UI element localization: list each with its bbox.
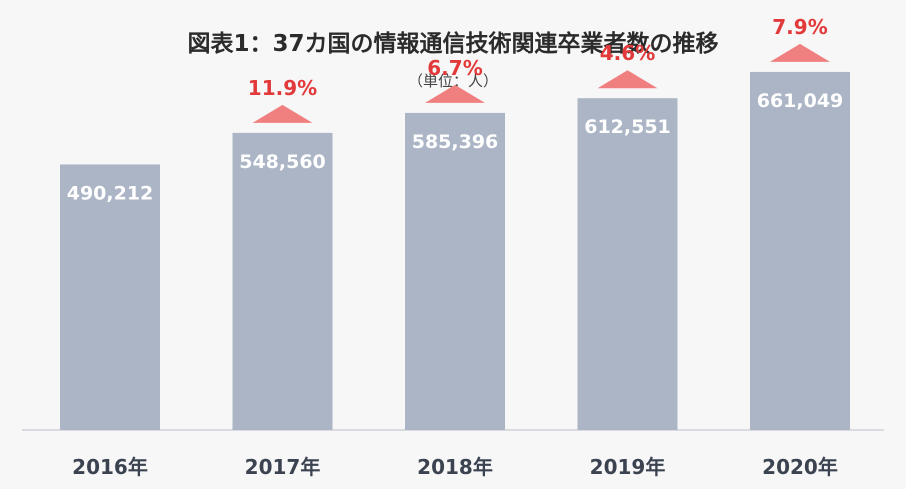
growth-arrow-icon	[597, 70, 658, 89]
x-tick-label: 2016年	[72, 455, 148, 479]
bar-value-label: 612,551	[584, 116, 671, 138]
growth-arrow-icon	[770, 43, 830, 62]
growth-arrow-icon	[425, 84, 485, 103]
growth-rate-label: 6.7%	[427, 56, 482, 80]
x-tick-label: 2019年	[590, 455, 666, 479]
growth-rate-label: 4.6%	[600, 41, 655, 65]
bar-2018年	[405, 112, 505, 431]
bar-value-label: 490,212	[67, 182, 154, 204]
bar-2020年	[750, 71, 850, 430]
bar-value-label: 661,049	[757, 90, 844, 112]
bar-value-label: 548,560	[239, 151, 326, 173]
x-tick-label: 2018年	[417, 455, 493, 479]
bar-2016年	[60, 164, 160, 430]
growth-arrow-icon	[252, 104, 313, 123]
x-tick-label: 2017年	[245, 455, 321, 479]
growth-rate-label: 11.9%	[248, 76, 317, 100]
bar-2017年	[232, 132, 333, 430]
bar-value-label: 585,396	[412, 131, 499, 153]
chart-title: 図表1：37カ国の情報通信技術関連卒業者数の推移	[187, 31, 719, 57]
x-tick-label: 2020年	[762, 455, 838, 479]
growth-rate-label: 7.9%	[772, 15, 827, 39]
bar-2019年	[577, 98, 678, 430]
chart-unit-label: （単位：人）	[407, 72, 498, 90]
